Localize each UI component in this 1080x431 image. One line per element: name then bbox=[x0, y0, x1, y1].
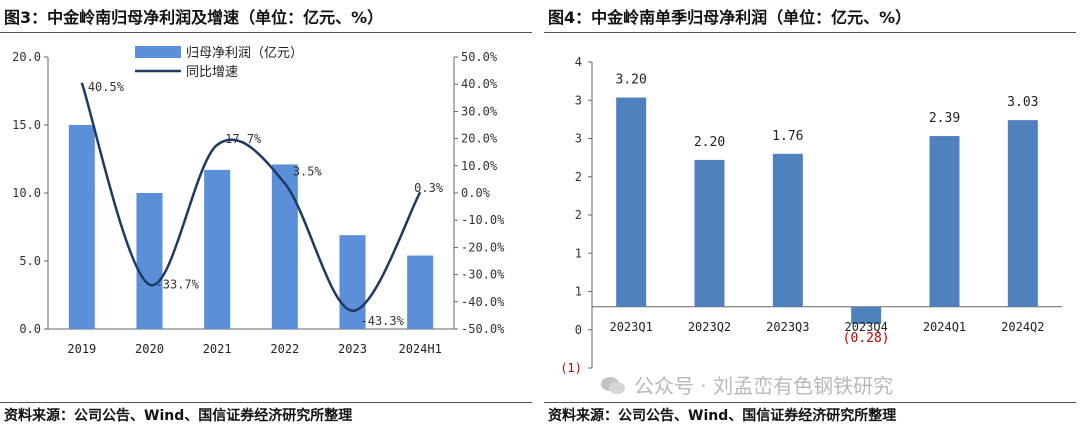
x-tick-label: 2024Q1 bbox=[923, 320, 966, 334]
left-chart-title: 图3：中金岭南归母净利润及增速（单位：亿元、%） bbox=[4, 8, 384, 27]
x-tick-label: 2022 bbox=[270, 342, 299, 356]
growth-data-label: 0.3% bbox=[414, 181, 444, 195]
right-chart-title: 图4：中金岭南单季归母净利润（单位：亿元、%） bbox=[548, 8, 912, 27]
bar-2022 bbox=[271, 164, 298, 329]
left-y-tick-label: 0.0 bbox=[19, 322, 41, 336]
right-y-tick-label: 50.0% bbox=[461, 50, 498, 64]
y-tick-label: 3 bbox=[575, 132, 582, 146]
growth-data-label: 17.7% bbox=[225, 132, 262, 146]
data-label: (0.28) bbox=[843, 331, 890, 346]
legend-bar-label: 归母净利润（亿元） bbox=[186, 46, 303, 61]
x-tick-label: 2019 bbox=[67, 342, 96, 356]
right-chart-svg: (1) 0 1 1 2 2 3 3 4 3.20 2.20 1.76 (0.28) 2.39 3.03 202… bbox=[560, 55, 1062, 375]
bar-2023 bbox=[339, 235, 366, 329]
watermark: 公众号 · 刘孟峦有色钢铁研究 bbox=[600, 370, 893, 399]
left-chart-source: 资料来源：公司公告、Wind、国信证券经济研究所整理 bbox=[4, 408, 353, 424]
y-tick-label: 0 bbox=[575, 323, 582, 337]
legend-line-label: 同比增速 bbox=[186, 65, 238, 80]
right-y-tick-label: -30.0% bbox=[461, 268, 505, 282]
right-y-tick-label: 20.0% bbox=[461, 132, 498, 146]
growth-data-label: -43.3% bbox=[361, 314, 405, 328]
data-label: 1.76 bbox=[772, 129, 803, 144]
y-tick-label: 1 bbox=[575, 285, 582, 299]
left-title-rule bbox=[0, 32, 532, 33]
x-tick-label: 2024Q2 bbox=[1001, 320, 1044, 334]
x-tick-label: 2021 bbox=[203, 342, 232, 356]
data-label: 3.03 bbox=[1007, 95, 1038, 110]
left-y-tick-label: 15.0 bbox=[12, 118, 41, 132]
x-tick-label: 2023Q4 bbox=[844, 320, 887, 334]
x-tick-label: 2023 bbox=[338, 342, 367, 356]
bar-2020 bbox=[136, 193, 163, 329]
x-tick-label: 2023Q3 bbox=[766, 320, 809, 334]
left-y-tick-label: 10.0 bbox=[12, 186, 41, 200]
x-tick-label: 2023Q2 bbox=[688, 320, 731, 334]
bar-2021 bbox=[204, 169, 231, 329]
right-y-tick-label: 0.0% bbox=[461, 186, 491, 200]
bar-2024Q1 bbox=[929, 136, 960, 307]
growth-data-label: 3.5% bbox=[293, 164, 323, 178]
bar-2024H1 bbox=[407, 255, 434, 329]
x-tick-label: 2023Q1 bbox=[609, 320, 652, 334]
left-y-tick-label: 20.0 bbox=[12, 50, 41, 64]
right-chart-source: 资料来源：公司公告、Wind、国信证券经济研究所整理 bbox=[548, 408, 897, 424]
legend-bar-swatch bbox=[135, 46, 181, 58]
growth-data-label: 40.5% bbox=[88, 80, 125, 94]
bar-2023Q1 bbox=[616, 97, 647, 307]
right-y-tick-label: 10.0% bbox=[461, 159, 498, 173]
x-tick-label: 2024H1 bbox=[398, 342, 441, 356]
data-label: 3.20 bbox=[616, 72, 647, 87]
wechat-icon bbox=[601, 377, 625, 394]
right-y-tick-label: -10.0% bbox=[461, 213, 505, 227]
y-tick-label: 2 bbox=[575, 170, 582, 184]
y-tick-label: 4 bbox=[575, 55, 582, 69]
right-y-tick-label: -40.0% bbox=[461, 295, 505, 309]
bar-2023Q2 bbox=[694, 159, 725, 307]
y-tick-label: 3 bbox=[575, 93, 582, 107]
left-chart-panel: 图3：中金岭南归母净利润及增速（单位：亿元、%） 0.0 5.0 10.0 15.0 2… bbox=[0, 0, 536, 431]
growth-data-label: -33.7% bbox=[156, 278, 200, 292]
y-tick-label: (1) bbox=[560, 361, 582, 375]
watermark-text: 公众号 · 刘孟峦有色钢铁研究 bbox=[634, 374, 894, 398]
bar-2024Q2 bbox=[1007, 120, 1038, 307]
right-source-rule bbox=[544, 402, 1076, 403]
bar-2023Q4 bbox=[851, 306, 882, 324]
right-y-tick-label: -20.0% bbox=[461, 240, 505, 254]
y-tick-label: 1 bbox=[575, 246, 582, 260]
right-y-tick-label: 30.0% bbox=[461, 104, 498, 118]
data-label: 2.20 bbox=[694, 135, 725, 150]
left-source-rule bbox=[0, 402, 532, 403]
left-chart-svg: 0.0 5.0 10.0 15.0 20.0 -50.0% -40.0% -30.0% -20.… bbox=[12, 46, 505, 356]
x-tick-label: 2020 bbox=[135, 342, 164, 356]
right-title-rule bbox=[544, 32, 1076, 33]
bar-2023Q3 bbox=[772, 153, 803, 307]
right-chart-panel: 图4：中金岭南单季归母净利润（单位：亿元、%） (1) 0 1 1 2 2 3 3 4 3.20 2… bbox=[544, 0, 1080, 431]
growth-line bbox=[80, 82, 422, 313]
data-label: 2.39 bbox=[929, 111, 960, 126]
left-y-tick-label: 5.0 bbox=[19, 254, 41, 268]
right-y-tick-label: 40.0% bbox=[461, 77, 498, 91]
bar-2019 bbox=[68, 125, 95, 329]
y-tick-label: 2 bbox=[575, 208, 582, 222]
right-y-tick-label: -50.0% bbox=[461, 322, 505, 336]
